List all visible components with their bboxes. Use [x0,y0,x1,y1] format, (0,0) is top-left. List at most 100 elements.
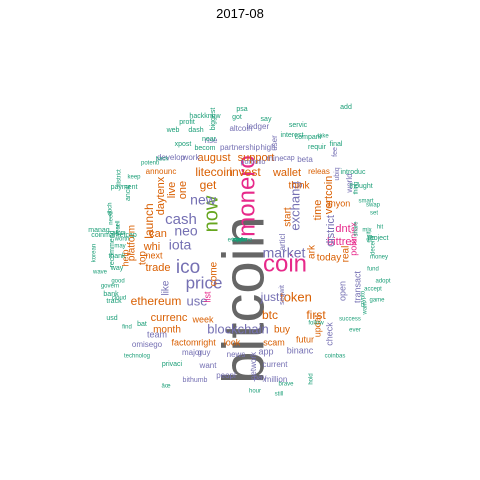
cloud-word: year [116,224,122,236]
cloud-word: check [324,322,334,346]
cloud-word: compani [295,134,322,141]
cloud-word: now [200,195,222,232]
cloud-word: interest [281,132,304,139]
cloud-word: next [145,250,163,260]
cloud-word: biggest [210,108,217,131]
cloud-word: blockchain [207,321,268,336]
cloud-word: token [280,289,312,304]
cloud-word: dbch [108,202,114,215]
cloud-word: project [367,235,388,242]
cloud-word: monero [233,155,260,236]
cloud-word: way [110,265,124,272]
cloud-word: today [317,253,341,264]
cloud-word: open [337,281,347,301]
cloud-word: hold [309,373,315,384]
cloud-word: district [325,215,337,247]
cloud-word: look [224,337,241,347]
cloud-word: week [191,314,214,324]
cloud-word: mix [362,228,371,234]
cloud-word: help [120,249,130,266]
cloud-word: bitcoin [211,216,276,384]
cloud-word: fee [332,147,339,157]
cloud-word: mine [266,154,284,163]
cloud-word: iota [169,237,192,253]
cloud-word: thought [349,183,372,190]
cloud-word: district [117,169,123,187]
cloud-word: exchang [287,181,302,230]
cloud-word: âœ [162,384,171,390]
cloud-word: releas [308,167,330,176]
cloud-word: team [147,329,167,339]
cloud-word: ever [349,328,361,334]
cloud-word: ubiq [334,167,341,180]
cloud-word: game [369,298,385,304]
cloud-word: technolog [124,354,150,360]
cloud-word: xpost [175,141,192,148]
cloud-word: develop [157,153,186,162]
cloud-word: accept [364,287,382,293]
cloud-word: omisego [132,340,163,349]
cloud-word: scam [263,337,285,347]
cloud-word: app [258,346,273,356]
cloud-word: cash [165,211,197,228]
cloud-word: poloniex [348,222,358,256]
cloud-word: fork [235,238,246,244]
cloud-word: currenc [151,312,188,324]
cloud-word: updat [312,314,322,337]
cloud-word: share [354,221,360,237]
cloud-word: neo [174,223,198,239]
cloud-word: recommend [109,230,116,267]
cloud-word: money [370,255,388,261]
cloud-word: news [227,350,246,359]
cloud-word: manag [88,227,110,234]
cloud-word: peopl [216,371,236,380]
cloud-word: like [161,280,172,295]
cloud-word: high [260,143,275,152]
cloud-word: support [238,152,275,164]
cloud-word: time [312,200,324,221]
cloud-word: bithumb [183,377,208,384]
cloud-word: profit [179,119,195,126]
cloud-word: govern [101,284,119,290]
cloud-word: requir [308,144,327,151]
cloud-word: keep [127,175,141,181]
cloud-word: august [197,152,230,164]
cloud-word: introduc [341,169,366,176]
cloud-word: wave [92,270,108,276]
cloud-word: trader [232,238,248,244]
cloud-word: come [209,261,220,286]
cloud-word: take [317,134,329,140]
cloud-word: use [187,293,208,308]
cloud-word: first [306,308,326,322]
cloud-word: new [190,192,217,208]
cloud-word: work [182,153,201,162]
cloud-word: wallet [272,167,301,179]
cloud-word: million [265,375,288,384]
cloud-word: crypto [361,290,367,307]
cloud-word: articl [278,233,287,250]
cloud-word: hour [249,389,261,395]
cloud-word: binanc [287,345,314,355]
cloud-word: sell [116,220,122,229]
cloud-word: coinmarketcap [91,232,137,239]
cloud-word: success [339,317,361,323]
cloud-word: altcoin [229,124,252,133]
cloud-word: transact [352,270,362,303]
cloud-word: still [275,392,284,398]
cloud-word: get [200,178,217,192]
cloud-word: can [149,228,167,240]
page-title: 2017-08 [216,6,264,21]
cloud-word: market [263,245,306,261]
cloud-word: warn [363,301,369,315]
cloud-word: right [198,337,216,347]
cloud-word: just [260,290,280,304]
cloud-word: psa [236,106,247,113]
cloud-word: anyon [326,198,351,208]
cloud-word: ethereum [131,294,182,308]
cloud-word: need [109,211,115,224]
cloud-word: coin [263,250,307,277]
cloud-word: ark [307,244,318,259]
cloud-word: say [261,116,272,123]
cloud-word: daytenx [155,176,167,215]
cloud-word: decentr [371,235,377,255]
